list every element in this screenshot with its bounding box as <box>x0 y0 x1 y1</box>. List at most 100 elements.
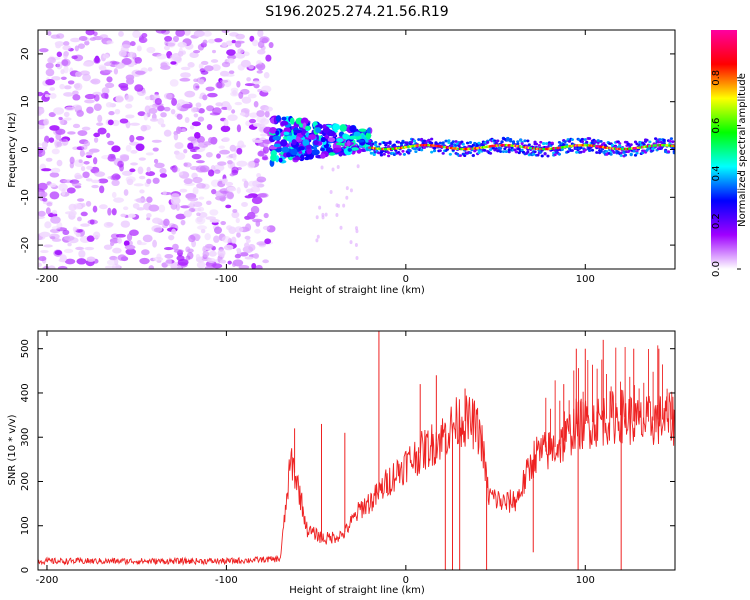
spectrogram-blob <box>118 49 127 57</box>
spectrogram-blob <box>195 160 205 164</box>
spectrogram-blob <box>180 72 191 78</box>
spectrogram-blob <box>205 151 213 158</box>
spectrogram-cell <box>671 140 675 144</box>
spectrogram-cell <box>526 150 530 154</box>
spectrogram-blob <box>252 139 263 143</box>
spectrogram-blob <box>196 261 206 269</box>
spectrogram-cell <box>421 141 425 145</box>
spectrogram-blob <box>228 226 237 235</box>
spectrogram-blob <box>261 37 269 44</box>
spectrogram-blob <box>314 127 322 134</box>
spectrogram-blob <box>51 148 60 155</box>
spectrogram-blob <box>173 132 179 141</box>
spectrogram-blob <box>171 228 177 235</box>
spectrogram-blob <box>262 225 271 231</box>
spectrogram-blob <box>270 153 277 162</box>
spectrogram-blob <box>329 190 333 195</box>
spectrogram-blob <box>202 250 210 258</box>
spectrogram-blob <box>93 103 102 111</box>
spectrogram-blob <box>236 80 241 88</box>
colorbar-ticks: 0.0 0.2 0.4 0.6 0.8 <box>711 70 741 277</box>
spectrogram-blob <box>208 137 214 144</box>
spectrogram-blob <box>63 117 72 121</box>
spectrogram-blob <box>183 162 192 168</box>
spectrogram-blob <box>69 156 75 165</box>
spectrogram-cell <box>374 141 378 144</box>
spectrogram-cell <box>388 141 392 145</box>
spectrogram-cell <box>595 151 599 154</box>
spectrogram-blob <box>121 170 133 176</box>
spectrogram-blob <box>130 162 139 166</box>
spectrogram-blob <box>192 176 203 184</box>
spectrogram-cell <box>379 153 384 157</box>
spectrogram-blob <box>50 167 61 174</box>
spectrogram-blob <box>292 156 302 161</box>
spectrogram-blob <box>97 114 103 123</box>
spectrogram-blob <box>273 143 281 148</box>
spectrogram-blob <box>264 106 274 112</box>
spectrogram-blob <box>159 167 167 174</box>
x-tick-label: -100 <box>215 274 238 285</box>
spectrogram-cell <box>593 140 597 143</box>
spectrogram-blob <box>262 145 270 154</box>
spectrogram-blob <box>129 229 139 236</box>
spectrogram-blob <box>195 165 207 173</box>
spectrogram-blob <box>124 244 136 250</box>
spectrogram-blob <box>200 70 209 75</box>
spectrogram-cell <box>553 153 557 157</box>
spectrogram-blob <box>197 206 205 212</box>
spectrogram-blob <box>263 72 270 79</box>
spectrogram-blob <box>153 227 163 233</box>
spectrogram-blob <box>81 126 91 131</box>
spectrogram-blob <box>254 158 260 164</box>
spectrogram-blob <box>117 237 122 244</box>
spectrogram-blob <box>177 41 187 48</box>
spectrogram-blob <box>236 147 243 155</box>
spectrogram-blob <box>107 207 112 216</box>
spectrogram-cell <box>438 149 442 153</box>
spectrogram-blob <box>244 256 254 260</box>
spectrogram-blob <box>187 136 197 142</box>
spectrogram-blob <box>120 213 127 218</box>
spectrogram-blob <box>208 250 217 257</box>
spectrogram-blob <box>226 57 235 64</box>
spectrogram-cell <box>382 152 386 156</box>
spectrogram-cell <box>585 140 589 144</box>
spectrogram-cell <box>609 152 613 156</box>
spectrogram-cell <box>619 154 623 157</box>
spectrogram-blob <box>300 117 309 126</box>
spectrogram-blob <box>163 218 170 227</box>
spectrogram-cell <box>368 139 372 143</box>
spectrogram-blob <box>63 85 72 90</box>
spectrogram-blob <box>146 217 151 221</box>
spectrogram-blob <box>49 125 60 131</box>
spectrogram-blob <box>155 30 167 34</box>
spectrogram-blob <box>245 238 251 244</box>
spectrogram-blob <box>252 122 262 127</box>
spectrogram-blob <box>83 161 90 165</box>
spectrogram-cell <box>465 141 470 145</box>
spectrogram-blob <box>44 94 50 98</box>
spectrogram-cell <box>635 151 639 155</box>
spectrogram-blob <box>49 172 60 178</box>
spectrogram-cell <box>407 151 411 155</box>
spectrogram-blob <box>78 36 88 42</box>
spectrogram-blob <box>253 83 260 89</box>
spectrogram-cell <box>498 147 503 150</box>
x-tick-label: 100 <box>576 575 595 586</box>
spectrogram-cell <box>533 150 537 154</box>
spectrogram-blob <box>113 197 125 203</box>
spectrogram-blob <box>280 139 288 147</box>
spectrogram-blob <box>83 140 90 147</box>
spectrogram-cell <box>629 143 633 147</box>
spectrogram-blob <box>159 173 168 178</box>
spectrogram-blob <box>50 34 61 39</box>
spectrogram-blob <box>257 150 265 157</box>
spectrogram-blob <box>259 192 269 198</box>
spectrogram-blob <box>227 260 232 265</box>
spectrogram-blob <box>322 124 327 129</box>
spectrogram-blob <box>228 70 235 75</box>
spectrogram-blob <box>334 147 342 153</box>
spectrogram-blob <box>135 197 147 204</box>
spectrogram-blob <box>102 53 110 59</box>
